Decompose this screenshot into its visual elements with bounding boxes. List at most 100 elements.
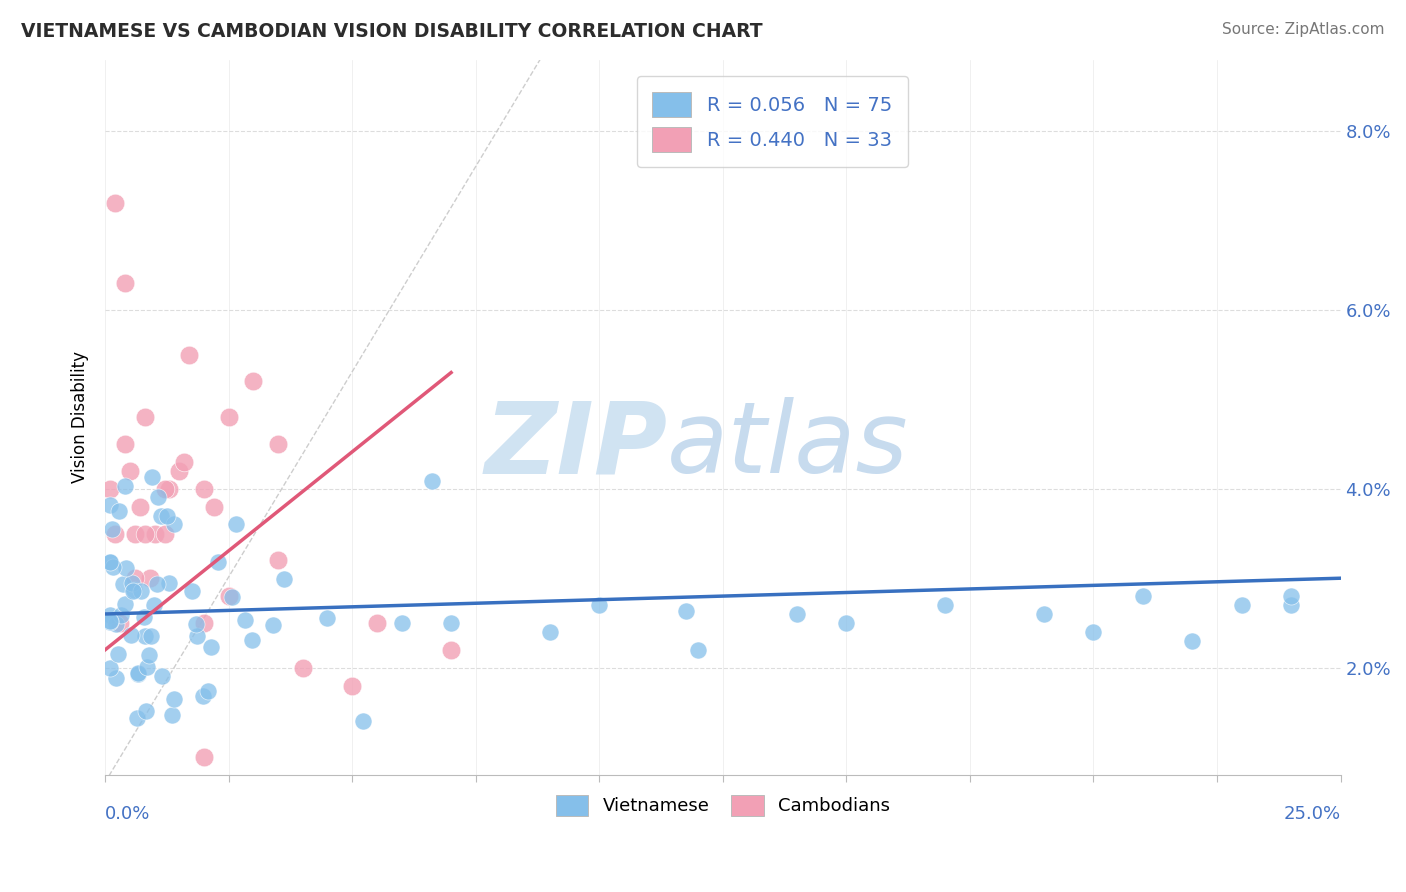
Point [150,669,173,683]
Point [221,591,243,605]
Point [98,615,121,629]
Point [114,597,136,611]
Point [127,666,149,681]
Point [121,575,143,590]
Point [186,629,208,643]
Point [316,610,339,624]
Point [146,490,169,504]
Point [98,555,121,569]
Point [127,666,149,681]
Point [262,617,284,632]
Point [134,630,156,644]
Point [193,615,215,630]
Point [675,603,697,617]
Point [98,607,121,622]
Point [129,584,152,599]
Point [267,437,290,451]
Point [153,482,176,496]
Point [342,679,364,693]
Point [98,555,121,569]
Point [134,410,156,425]
Point [120,628,142,642]
Point [173,455,195,469]
Point [101,522,124,536]
Point [207,555,229,569]
Point [440,615,463,630]
Text: ZIP: ZIP [484,397,668,494]
Point [115,560,138,574]
Point [1279,589,1302,603]
Point [1279,598,1302,612]
Point [114,479,136,493]
Point [267,553,290,567]
Point [134,526,156,541]
Point [101,560,124,574]
Point [162,708,184,723]
Point [110,608,132,623]
Point [179,348,201,362]
Legend: Vietnamese, Cambodians: Vietnamese, Cambodians [548,788,897,823]
Point [108,615,131,630]
Point [122,583,145,598]
Point [218,410,240,425]
Point [104,671,127,685]
Point [225,517,247,532]
Point [153,526,176,541]
Point [146,576,169,591]
Point [163,517,186,532]
Point [124,526,146,541]
Point [141,470,163,484]
Point [104,195,127,210]
Point [114,276,136,290]
Point [835,615,858,630]
Text: 0.0%: 0.0% [105,805,150,823]
Point [1033,607,1056,621]
Point [139,629,162,643]
Point [688,642,710,657]
Point [193,482,215,496]
Point [134,704,156,718]
Point [1083,624,1105,639]
Point [786,607,808,621]
Point [149,508,172,523]
Point [169,464,191,478]
Point [420,474,443,488]
Point [128,500,150,514]
Text: 25.0%: 25.0% [1284,805,1340,823]
Point [143,526,166,541]
Point [156,509,179,524]
Point [191,689,214,703]
Point [135,659,157,673]
Point [193,750,215,764]
Point [138,648,160,662]
Point [200,640,222,654]
Point [142,598,165,612]
Point [157,576,180,591]
Point [538,624,561,639]
Point [242,375,264,389]
Point [391,615,413,630]
Point [98,498,121,512]
Point [352,714,374,729]
Point [98,482,121,496]
Point [588,598,610,612]
Point [124,571,146,585]
Point [197,683,219,698]
Point [138,571,160,585]
Point [98,614,121,628]
Text: atlas: atlas [668,397,908,494]
Point [163,691,186,706]
Point [107,504,129,518]
Point [366,615,388,630]
Point [100,660,122,674]
Point [291,660,314,674]
Point [934,598,956,612]
Point [159,482,181,496]
Point [114,437,136,451]
Point [181,583,204,598]
Point [118,464,141,478]
Point [184,617,207,632]
Point [104,617,127,632]
Point [125,711,148,725]
Point [104,526,127,541]
